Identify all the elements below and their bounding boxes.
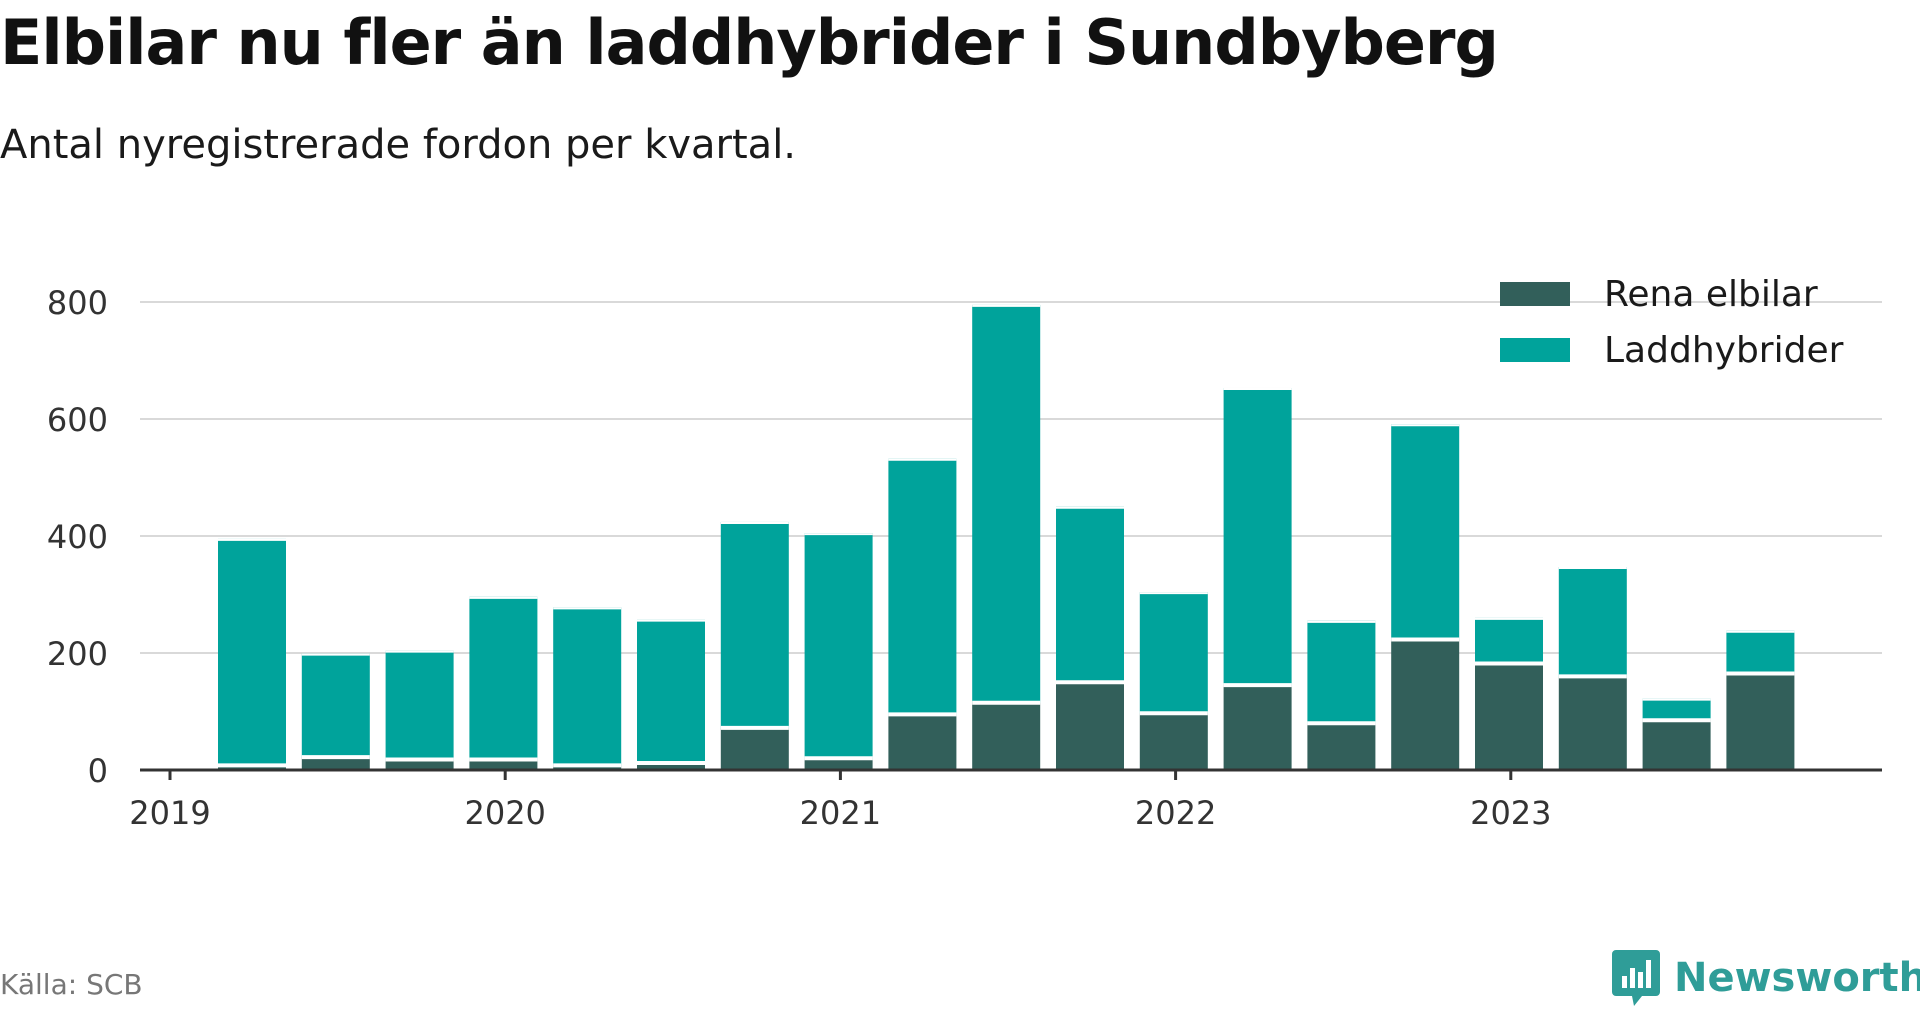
bar-laddhybrider <box>301 653 370 758</box>
bar-elbilar <box>218 765 286 770</box>
chart-title: Elbilar nu fler än laddhybrider i Sundby… <box>0 6 1499 79</box>
bar-elbilar <box>1391 639 1460 770</box>
legend-label: Rena elbilar <box>1604 274 1818 315</box>
bar-laddhybrider <box>1056 506 1124 683</box>
bar-elbilar <box>888 714 957 770</box>
bar-laddhybrider <box>888 458 957 715</box>
y-tick-label: 800 <box>47 284 108 322</box>
bar-laddhybrider <box>469 596 538 760</box>
legend-swatch-elbilar <box>1500 282 1570 306</box>
bar-laddhybrider <box>385 650 454 760</box>
bar-laddhybrider <box>1223 387 1292 686</box>
y-tick-label: 0 <box>88 752 108 790</box>
x-tick-label: 2023 <box>1470 794 1551 832</box>
newsworthy-logo-icon <box>1612 950 1660 1006</box>
bar-laddhybrider <box>1642 698 1711 721</box>
bar-elbilar <box>1139 713 1208 770</box>
bar-elbilar <box>1642 720 1711 770</box>
y-tick-label: 600 <box>47 401 108 439</box>
brand-logo[interactable]: Newsworthy <box>1612 950 1920 1006</box>
bar-elbilar <box>301 757 370 770</box>
bar-laddhybrider <box>637 619 705 763</box>
bar-elbilar <box>637 762 705 770</box>
y-tick-label: 200 <box>47 635 108 673</box>
x-tick-label: 2019 <box>129 794 210 832</box>
y-tick-label: 400 <box>47 518 108 556</box>
legend-label: Laddhybrider <box>1604 330 1844 371</box>
bar-elbilar <box>1558 676 1627 770</box>
bar-laddhybrider <box>720 521 789 728</box>
brand-name: Newsworthy <box>1674 955 1920 1001</box>
bar-laddhybrider <box>1726 630 1795 674</box>
bar-elbilar <box>385 759 454 770</box>
bar-elbilar <box>1223 685 1292 770</box>
bar-laddhybrider <box>218 538 286 766</box>
legend-swatch-laddhybrider <box>1500 338 1570 362</box>
bar-elbilar <box>1307 723 1376 770</box>
bar-elbilar <box>720 727 789 770</box>
bar-laddhybrider <box>1475 617 1543 664</box>
source-note: Källa: SCB <box>0 968 143 1001</box>
chart-subtitle: Antal nyregistrerade fordon per kvartal. <box>0 122 797 168</box>
bar-laddhybrider <box>1391 424 1460 640</box>
bar-laddhybrider <box>553 607 622 766</box>
bar-elbilar <box>972 702 1041 770</box>
bar-elbilar <box>553 765 622 770</box>
x-tick-label: 2021 <box>800 794 881 832</box>
bar-laddhybrider <box>1139 592 1208 714</box>
bar-elbilar <box>1475 663 1543 770</box>
bar-elbilar <box>1056 682 1124 770</box>
bar-laddhybrider <box>1558 567 1627 677</box>
bar-elbilar <box>1726 673 1795 770</box>
bar-laddhybrider <box>804 533 873 759</box>
bar-laddhybrider <box>972 304 1041 703</box>
bar-elbilar <box>804 758 873 770</box>
x-tick-label: 2022 <box>1135 794 1216 832</box>
bar-laddhybrider <box>1307 620 1376 724</box>
x-tick-label: 2020 <box>464 794 545 832</box>
bar-elbilar <box>469 759 538 770</box>
